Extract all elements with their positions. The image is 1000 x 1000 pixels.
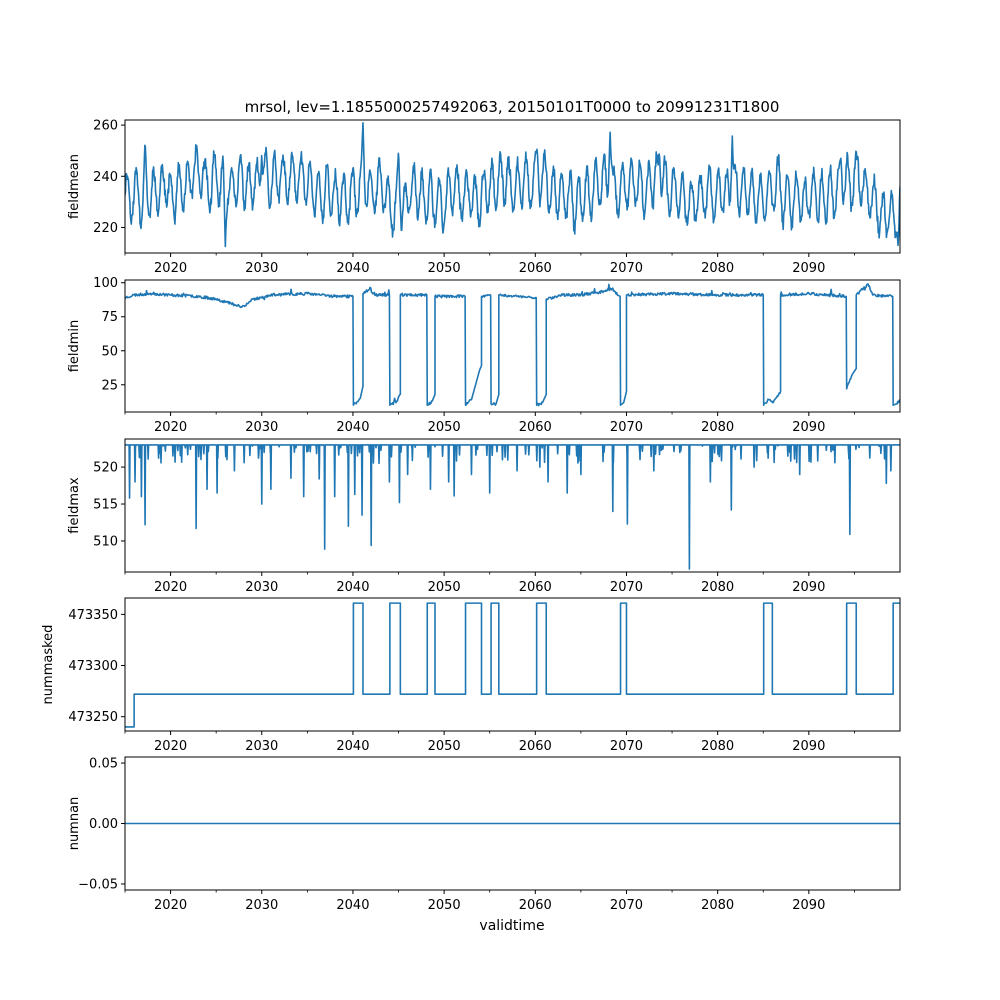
y-axis-label: nummasked — [41, 625, 56, 705]
x-tick-label: 2030 — [245, 739, 278, 754]
series-group — [125, 444, 900, 570]
x-tick-label: 2080 — [701, 420, 734, 435]
x-tick-label: 2080 — [701, 261, 734, 276]
x-tick-label: 2040 — [336, 739, 369, 754]
x-tick-label: 2020 — [154, 420, 187, 435]
axes-frame — [124, 279, 901, 413]
y-tick-label: 0.05 — [89, 757, 118, 772]
x-tick-label: 2090 — [792, 261, 825, 276]
series-group — [125, 121, 900, 248]
x-tick-label: 2030 — [245, 420, 278, 435]
x-tick-label: 2040 — [336, 420, 369, 435]
y-tick-label: 25 — [101, 378, 118, 393]
x-tick-label: 2080 — [701, 739, 734, 754]
y-axis-label: fieldmax — [67, 477, 82, 534]
x-tick-label: 2020 — [154, 898, 187, 913]
panel-nummasked: 473250 473300 473350 2020 2030 2040 2050 2060 20… — [41, 597, 901, 754]
x-tick-label: 2060 — [519, 261, 552, 276]
series-line-fieldmax — [125, 444, 900, 570]
x-tick-label: 2080 — [701, 898, 734, 913]
y-tick-label: 0.00 — [89, 817, 118, 832]
y-tick-label: 75 — [101, 310, 118, 325]
series-line-nummasked — [125, 602, 900, 728]
x-tick-label: 2020 — [154, 739, 187, 754]
y-tick-label: 473250 — [68, 710, 118, 725]
x-tick-label: 2080 — [701, 580, 734, 595]
x-tick-label: 2020 — [154, 261, 187, 276]
x-tick-label: 2060 — [519, 898, 552, 913]
x-tick-label: 2030 — [245, 898, 278, 913]
series-line-fieldmean — [125, 121, 900, 248]
x-tick-label: 2040 — [336, 261, 369, 276]
series-line-fieldmin — [125, 283, 900, 407]
x-tick-label: 2060 — [519, 580, 552, 595]
x-tick-label: 2070 — [610, 580, 643, 595]
x-tick-label: 2060 — [519, 739, 552, 754]
y-tick-label: 260 — [93, 119, 118, 134]
x-tick-label: 2050 — [428, 580, 461, 595]
y-tick-label: 473350 — [68, 608, 118, 623]
y-axis-label: fieldmin — [67, 320, 82, 373]
x-tick-label: 2050 — [428, 420, 461, 435]
x-tick-label: 2030 — [245, 261, 278, 276]
axes-frame — [124, 597, 901, 732]
y-tick-label: 220 — [93, 221, 118, 236]
y-tick-label: 520 — [93, 461, 118, 476]
x-tick-label: 2090 — [792, 580, 825, 595]
panel-fieldmean: 220 240 260 2020 2030 2040 2050 2060 2070 2080 209… — [67, 119, 901, 276]
x-tick-label: 2050 — [428, 898, 461, 913]
axes-frame — [124, 119, 901, 254]
y-axis-label: numnan — [67, 797, 82, 851]
y-axis-label: fieldmean — [67, 154, 82, 219]
series-group — [125, 283, 900, 407]
x-tick-label: 2050 — [428, 261, 461, 276]
x-tick-label: 2070 — [610, 420, 643, 435]
y-tick-label: 510 — [93, 534, 118, 549]
y-tick-label: 515 — [93, 498, 118, 513]
y-tick-label: 240 — [93, 170, 118, 185]
panels: 220 240 260 2020 2030 2040 2050 2060 2070 2080 209… — [41, 119, 901, 913]
panel-numnan: 0.05 0.00 −0.05 2020 2030 2040 2050 2060 2070 208… — [67, 756, 901, 913]
y-tick-label: 100 — [93, 276, 118, 291]
y-tick-label: 50 — [101, 344, 118, 359]
x-tick-label: 2090 — [792, 739, 825, 754]
figure-title: mrsol, lev=1.1855000257492063, 20150101T… — [245, 98, 780, 116]
x-tick-label: 2030 — [245, 580, 278, 595]
x-tick-label: 2070 — [610, 261, 643, 276]
y-tick-label: 473300 — [68, 659, 118, 674]
x-tick-label: 2090 — [792, 420, 825, 435]
x-tick-label: 2070 — [610, 739, 643, 754]
x-tick-label: 2070 — [610, 898, 643, 913]
x-tick-label: 2050 — [428, 739, 461, 754]
series-group — [125, 602, 900, 728]
x-tick-label: 2020 — [154, 580, 187, 595]
x-tick-label: 2060 — [519, 420, 552, 435]
y-tick-label: −0.05 — [78, 877, 118, 892]
x-tick-label: 2090 — [792, 898, 825, 913]
axes-frame — [124, 438, 901, 573]
x-tick-label: 2040 — [336, 580, 369, 595]
panel-fieldmin: 25 50 75 100 2020 2030 2040 2050 2060 2070 2080 209… — [67, 276, 901, 435]
panel-fieldmax: 510 515 520 2020 2030 2040 2050 2060 2070 2080 209… — [67, 438, 901, 595]
x-tick-label: 2040 — [336, 898, 369, 913]
x-axis-label: validtime — [479, 918, 544, 934]
